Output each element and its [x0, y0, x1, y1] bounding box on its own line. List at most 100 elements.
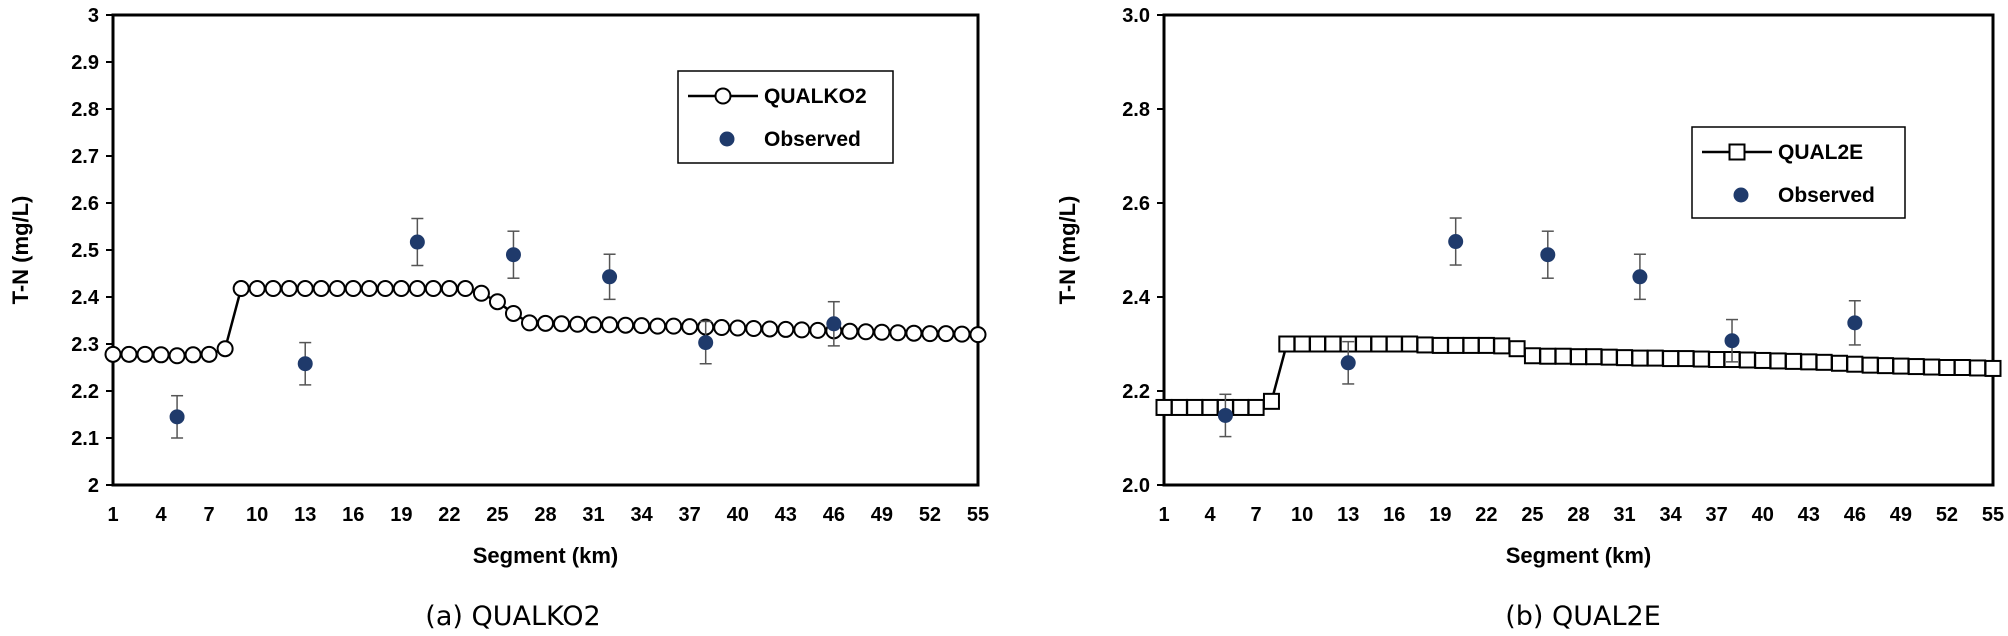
series-point	[376, 280, 394, 298]
series-point	[889, 324, 907, 342]
x-tick-label: 10	[246, 504, 268, 526]
series-point	[488, 293, 506, 311]
series-point	[1708, 351, 1726, 369]
series-point	[1262, 392, 1280, 410]
y-tick-label: 2.7	[71, 146, 99, 168]
series-point	[1293, 335, 1311, 353]
y-tick-label: 2.4	[71, 287, 100, 309]
series-point	[472, 284, 490, 302]
chart-panel-b: 2.0 2.2 2.4 2.6 2.8 3.0 1 4 7 10 13 16 19 22 25 28 31 34 3…	[1055, 5, 2004, 632]
x-axis-title: Segment (km)	[1506, 543, 1651, 568]
series-point	[681, 318, 699, 336]
series-point	[857, 323, 875, 341]
x-tick-label: 34	[630, 504, 653, 526]
series-point	[1877, 357, 1895, 375]
series-point	[168, 347, 186, 365]
series-point	[1155, 398, 1173, 416]
y-tick-label: 2.0	[1122, 475, 1150, 497]
series-qual2e	[1155, 335, 2002, 416]
x-tick-label: 52	[919, 504, 941, 526]
observed-point	[409, 234, 425, 250]
series-point	[1170, 398, 1188, 416]
series-point	[1815, 353, 1833, 371]
x-tick-label: 40	[727, 504, 749, 526]
series-point	[312, 280, 330, 298]
y-axis-title: T-N (mg/L)	[1055, 196, 1080, 305]
x-tick-label: 1	[1158, 504, 1169, 526]
series-point	[1539, 347, 1557, 365]
series-point	[152, 346, 170, 364]
x-tick-label: 49	[1890, 504, 1912, 526]
y-tick-label: 2.8	[71, 99, 99, 121]
observed-point	[1724, 333, 1740, 349]
x-tick-label: 43	[775, 504, 797, 526]
series-point	[937, 325, 955, 343]
legend-marker	[719, 131, 735, 147]
x-tick-label: 49	[871, 504, 893, 526]
x-tick-label: 4	[155, 504, 167, 526]
x-tick-label: 1	[107, 504, 118, 526]
legend: QUALKO2 Observed	[677, 70, 894, 164]
series-point	[1953, 359, 1971, 376]
series-point	[1646, 349, 1664, 367]
x-tick-label: 55	[1982, 504, 2004, 526]
series-point	[392, 280, 410, 298]
observed-point	[826, 316, 842, 332]
series-point	[905, 324, 923, 342]
y-tick-label: 2.6	[71, 193, 99, 215]
x-axis-title: Segment (km)	[473, 543, 618, 568]
series-point	[601, 316, 619, 334]
x-tick-label: 13	[1337, 504, 1359, 526]
series-point	[569, 315, 587, 333]
series-point	[328, 280, 346, 298]
series-point	[921, 325, 939, 343]
plot-area	[1162, 13, 1995, 487]
series-point	[104, 345, 122, 363]
series-point	[633, 317, 651, 335]
y-tick-label: 3.0	[1122, 5, 1150, 27]
chart-panel-a: 22.12.22.32.42.52.62.72.82.931 4 7 10 13 16 19…	[8, 5, 989, 632]
y-axis-title: T-N (mg/L)	[8, 196, 33, 305]
observed-point	[169, 409, 185, 425]
series-point	[1278, 335, 1296, 353]
x-tick-label: 13	[294, 504, 316, 526]
series-point	[745, 319, 763, 337]
series-point	[1784, 352, 1802, 370]
series-point	[1754, 351, 1772, 369]
series-point	[1938, 359, 1956, 376]
x-tick-label: 10	[1291, 504, 1313, 526]
series-point	[649, 317, 667, 335]
series-point	[264, 280, 282, 298]
observed-point	[1847, 315, 1863, 331]
series-point	[296, 280, 314, 298]
series-point	[1493, 337, 1511, 355]
series-point	[553, 315, 571, 333]
x-tick-label: 40	[1752, 504, 1774, 526]
series-point	[1401, 335, 1419, 353]
series-point	[1447, 336, 1465, 354]
series-point	[360, 280, 378, 298]
series-point	[1416, 336, 1434, 354]
series-point	[440, 280, 458, 298]
x-tick-label: 4	[1204, 504, 1216, 526]
series-point	[184, 346, 202, 364]
observed-point	[1540, 247, 1556, 263]
x-tick-label: 43	[1798, 504, 1820, 526]
legend-marker	[714, 87, 732, 105]
legend-label: Observed	[764, 128, 861, 151]
series-point	[1201, 398, 1219, 416]
series-point	[1600, 348, 1618, 366]
x-tick-label: 7	[204, 504, 215, 526]
observed-point	[1217, 407, 1233, 423]
y-tick-label: 2.3	[71, 334, 99, 356]
x-tick-label: 28	[1567, 504, 1589, 526]
series-qualko2	[104, 280, 987, 365]
series-point	[1923, 358, 1941, 376]
series-point	[1984, 359, 2002, 377]
series-point	[1616, 349, 1634, 367]
x-tick-label: 37	[1706, 504, 1728, 526]
y-tick-label: 2.5	[71, 240, 99, 262]
series-point	[1462, 336, 1480, 354]
y-tick-label: 2	[88, 475, 99, 497]
series-observed	[169, 217, 842, 439]
